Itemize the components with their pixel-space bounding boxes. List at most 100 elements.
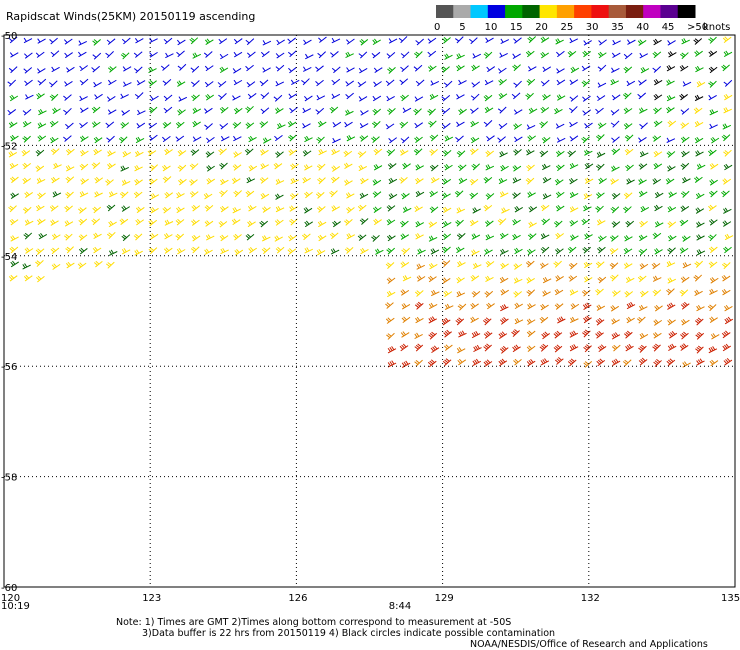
wind-barb: [442, 233, 452, 240]
wind-barb: [415, 220, 424, 228]
wind-barb: [695, 150, 704, 157]
wind-barb: [442, 178, 452, 185]
wind-barb: [346, 67, 355, 73]
wind-barb: [399, 177, 408, 184]
wind-barb: [106, 38, 116, 45]
wind-barb: [525, 177, 535, 185]
wind-barb: [429, 148, 438, 156]
wind-barb: [136, 80, 146, 86]
lat-label: -58: [1, 473, 17, 484]
wind-barb: [232, 67, 242, 74]
legend-swatch: [574, 5, 592, 18]
wind-barb: [259, 79, 269, 87]
wind-barb: [107, 79, 117, 86]
wind-barb: [623, 262, 633, 269]
wind-barb: [372, 191, 382, 198]
wind-barb: [555, 204, 565, 212]
wind-barb: [567, 150, 577, 158]
wind-barb: [65, 148, 75, 156]
wind-barb: [624, 148, 634, 156]
wind-barb: [204, 204, 214, 212]
wind-barb: [639, 52, 648, 59]
wind-barb: [442, 358, 452, 367]
wind-barb: [233, 38, 243, 45]
wind-barb: [289, 205, 298, 212]
wind-barb: [568, 275, 578, 282]
wind-barb: [526, 358, 536, 367]
wind-barb: [499, 191, 509, 198]
legend-swatch: [453, 5, 472, 18]
wind-barb: [259, 220, 269, 228]
wind-barb: [483, 176, 493, 184]
wind-barb: [37, 192, 46, 200]
wind-barb: [318, 149, 327, 156]
wind-barb: [542, 176, 552, 184]
wind-barb: [569, 79, 579, 86]
wind-barb: [680, 331, 689, 340]
wind-barb: [721, 134, 731, 142]
grid-lines: [4, 35, 735, 587]
wind-barb: [388, 137, 397, 144]
wind-barb: [639, 122, 648, 130]
wind-barb: [525, 50, 535, 58]
wind-barb: [387, 346, 397, 354]
wind-barb: [219, 122, 229, 130]
wind-barb: [485, 275, 494, 283]
wind-barb: [64, 220, 74, 227]
wind-barb: [63, 233, 73, 241]
wind-barb: [416, 263, 425, 270]
wind-barb: [386, 205, 396, 212]
wind-barb: [359, 38, 369, 46]
wind-barb: [191, 204, 201, 212]
wind-barb: [442, 150, 452, 157]
wind-barb: [455, 317, 465, 326]
lon-label: 135: [721, 593, 740, 604]
wind-barb: [316, 163, 326, 171]
wind-barb: [53, 162, 62, 170]
wind-barb: [581, 136, 590, 144]
wind-barb: [91, 121, 101, 128]
wind-barb: [92, 206, 102, 214]
wind-barb: [345, 51, 354, 58]
lat-label: -52: [1, 141, 17, 152]
wind-barb: [680, 108, 690, 115]
wind-barb: [512, 165, 522, 172]
wind-barb: [163, 247, 173, 254]
wind-barb: [455, 135, 464, 143]
wind-barb: [162, 176, 172, 183]
wind-barb: [23, 274, 33, 282]
wind-barb: [652, 343, 661, 352]
wind-barb: [260, 92, 270, 100]
wind-barb: [37, 135, 47, 142]
wind-barb: [583, 205, 592, 212]
wind-barb: [400, 136, 410, 144]
wind-barb: [625, 164, 634, 172]
wind-barb: [709, 163, 719, 170]
wind-barb: [93, 260, 103, 268]
wind-barb: [539, 150, 549, 158]
wind-barb: [163, 106, 173, 114]
wind-barb: [79, 135, 89, 142]
wind-barb: [569, 37, 579, 44]
wind-barb: [653, 38, 662, 46]
wind-barb: [639, 332, 649, 340]
wind-barb: [417, 248, 426, 255]
wind-barb: [402, 107, 412, 113]
wind-barb: [681, 38, 690, 45]
wind-barb: [24, 191, 33, 198]
wind-barb: [652, 135, 662, 142]
wind-barb: [277, 122, 286, 130]
wind-barb: [414, 51, 423, 59]
wind-barb: [471, 233, 481, 240]
wind-barb: [248, 135, 257, 143]
wind-barb: [666, 95, 676, 102]
wind-barb: [119, 191, 129, 199]
wind-barb: [680, 52, 689, 60]
wind-barb: [709, 109, 719, 116]
wind-barb: [330, 176, 340, 184]
wind-barb: [441, 94, 451, 102]
wind-barb: [500, 317, 509, 325]
wind-barb: [415, 316, 424, 324]
wind-barb: [203, 192, 213, 200]
wind-barb: [288, 93, 298, 99]
